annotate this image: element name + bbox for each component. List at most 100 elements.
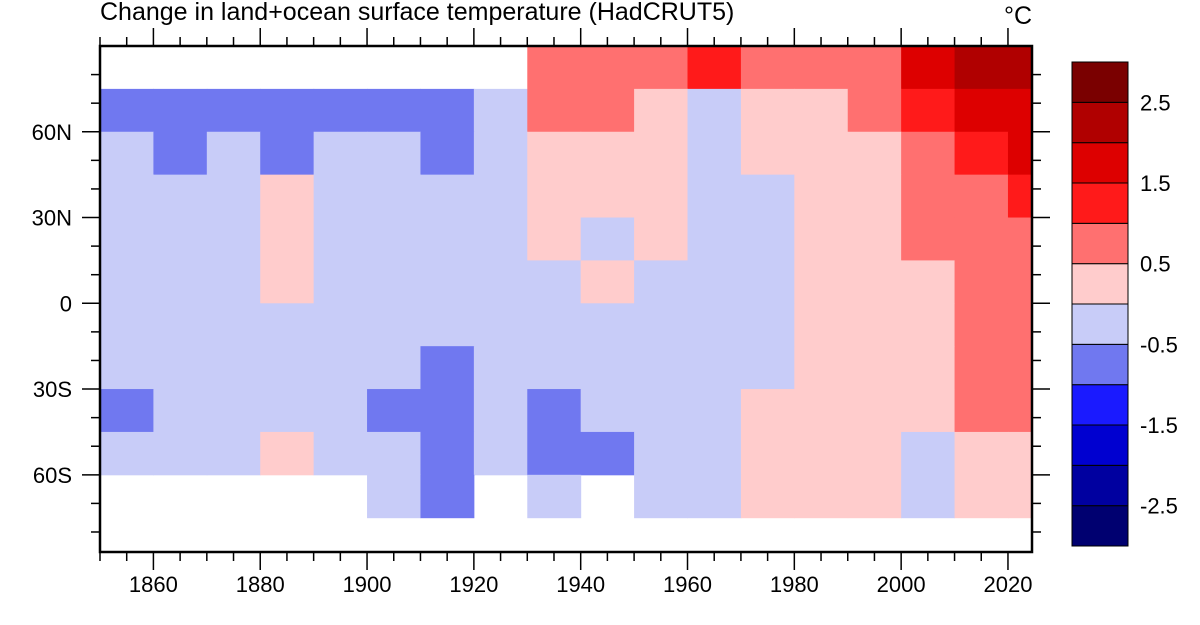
heatmap-cell	[847, 346, 902, 390]
heatmap-cell	[206, 217, 261, 261]
heatmap-cell	[740, 174, 795, 219]
colorbar-box	[1071, 464, 1129, 507]
x-tick-label: 1920	[449, 572, 498, 597]
heatmap-cell	[473, 88, 528, 133]
heatmap-cell	[847, 46, 902, 90]
colorbar-box	[1071, 142, 1129, 184]
heatmap-cell	[634, 303, 689, 347]
heatmap-cell	[473, 217, 528, 261]
heatmap-cell	[580, 303, 635, 347]
heatmap-cell	[580, 260, 635, 304]
heatmap-cell	[634, 46, 689, 90]
heatmap-cell	[100, 174, 154, 219]
heatmap-cell	[527, 217, 582, 261]
heatmap-cell	[153, 131, 208, 176]
colorbar-label: -1.5	[1140, 413, 1178, 438]
heatmap-cell	[260, 303, 315, 347]
heatmap-cell	[260, 431, 315, 476]
heatmap-cell	[153, 346, 208, 390]
heatmap-cell	[634, 346, 689, 390]
heatmap-cell	[740, 474, 795, 519]
heatmap-cell	[367, 303, 421, 347]
colorbar-box	[1071, 424, 1129, 466]
heatmap-cell	[420, 174, 475, 219]
heatmap-cell	[1007, 174, 1032, 219]
x-tick-label: 1980	[770, 572, 819, 597]
chart-title: Change in land+ocean surface temperature…	[100, 0, 735, 26]
heatmap-cell	[794, 260, 849, 304]
heatmap-cell	[1007, 260, 1032, 304]
heatmap-cell	[794, 474, 849, 519]
heatmap-cell	[367, 346, 421, 390]
heatmap-cell	[687, 88, 742, 133]
heatmap-cell	[420, 346, 475, 390]
heatmap-cell	[260, 346, 315, 390]
y-tick-label: 60S	[33, 463, 72, 488]
heatmap-cell	[687, 46, 742, 90]
heatmap-cell	[580, 46, 635, 90]
x-tick-label: 2000	[877, 572, 926, 597]
colorbar-box	[1071, 384, 1129, 426]
heatmap-cell	[260, 88, 315, 133]
heatmap-cell	[153, 260, 208, 304]
heatmap-cell	[367, 217, 421, 261]
heatmap-cell	[100, 131, 154, 176]
heatmap-cell	[313, 389, 368, 433]
heatmap-cell	[206, 260, 261, 304]
heatmap-cell	[153, 174, 208, 219]
heatmap-cell	[153, 88, 208, 133]
heatmap-cell	[847, 260, 902, 304]
colorbar-box	[1071, 61, 1129, 103]
heatmap-cell	[687, 389, 742, 433]
heatmap-cell	[527, 174, 582, 219]
heatmap-cell	[901, 260, 956, 304]
heatmap-cell	[1007, 346, 1032, 390]
heatmap-cell	[794, 389, 849, 433]
heatmap-cell	[687, 260, 742, 304]
x-tick-label: 1900	[343, 572, 392, 597]
heatmap-cell	[901, 474, 956, 519]
heatmap-cell	[367, 260, 421, 304]
heatmap-cell	[313, 88, 368, 133]
heatmap-cell	[847, 431, 902, 476]
heatmap-cell	[847, 88, 902, 133]
heatmap-cell	[1007, 131, 1032, 176]
heatmap-cell	[901, 346, 956, 390]
heatmap-cell	[260, 131, 315, 176]
heatmap-cell	[153, 431, 208, 476]
heatmap-cell	[901, 431, 956, 476]
colorbar-box	[1071, 182, 1129, 224]
heatmap-cell	[1007, 46, 1032, 90]
y-tick-label: 60N	[32, 120, 72, 145]
heatmap-cell	[473, 260, 528, 304]
heatmap-cell	[100, 431, 154, 476]
x-tick-label: 1880	[236, 572, 285, 597]
y-tick-label: 30S	[33, 377, 72, 402]
heatmap-cell	[473, 346, 528, 390]
heatmap-cell	[901, 174, 956, 219]
heatmap-cell	[634, 260, 689, 304]
heatmap-cell	[580, 217, 635, 261]
heatmap-cell	[794, 346, 849, 390]
heatmap-cell	[420, 431, 475, 476]
heatmap-cell	[794, 174, 849, 219]
heatmap-cell	[420, 217, 475, 261]
heatmap-cell	[420, 131, 475, 176]
heatmap-cell	[794, 46, 849, 90]
heatmap-cells	[100, 46, 1032, 519]
heatmap-cell	[206, 389, 261, 433]
heatmap-cell	[740, 217, 795, 261]
heatmap-cell	[580, 346, 635, 390]
heatmap-cell	[954, 389, 1009, 433]
heatmap-cell	[901, 303, 956, 347]
heatmap-cell	[100, 260, 154, 304]
colorbar-box	[1071, 222, 1129, 265]
heatmap-cell	[527, 346, 582, 390]
y-tick-label: 30N	[32, 206, 72, 231]
heatmap-cell	[313, 303, 368, 347]
heatmap-cell	[420, 303, 475, 347]
heatmap-cell	[367, 88, 421, 133]
x-tick-label: 2020	[983, 572, 1032, 597]
unit-label: °C	[1004, 2, 1033, 30]
